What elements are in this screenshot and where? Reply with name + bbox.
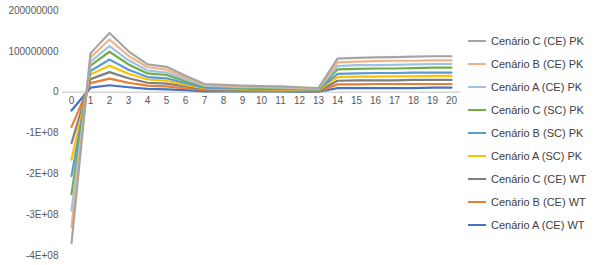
html-text:Cenário B (CE) PK: Cenário B (CE) PK: [491, 57, 584, 70]
svg-text:19: 19: [427, 95, 439, 106]
svg-text:5: 5: [164, 95, 170, 106]
svg-text:9: 9: [240, 95, 246, 106]
html-text:Cenário A (SC) PK: Cenário A (SC) PK: [491, 149, 583, 162]
svg-text:4: 4: [145, 95, 151, 106]
html-text:Cenário C (CE) PK: Cenário C (CE) PK: [491, 34, 584, 47]
svg-text:6: 6: [183, 95, 189, 106]
svg-text:1: 1: [88, 95, 94, 106]
svg-text:3: 3: [126, 95, 132, 106]
svg-text:11: 11: [275, 95, 286, 106]
svg-text:200000000: 200000000: [8, 5, 58, 16]
svg-text:16: 16: [370, 95, 382, 106]
svg-text:-3E+08: -3E+08: [26, 209, 59, 220]
html-text:Cenário A (CE) PK: Cenário A (CE) PK: [491, 80, 583, 93]
svg-text:12: 12: [294, 95, 306, 106]
svg-text:-1E+08: -1E+08: [26, 127, 59, 138]
svg-text:17: 17: [389, 95, 401, 106]
svg-text:14: 14: [332, 95, 344, 106]
svg-text:15: 15: [351, 95, 363, 106]
svg-text:13: 13: [313, 95, 325, 106]
svg-text:0: 0: [53, 86, 59, 97]
svg-text:8: 8: [221, 95, 227, 106]
svg-text:-4E+08: -4E+08: [26, 250, 59, 261]
html-text:Cenário B (CE) WT: Cenário B (CE) WT: [491, 195, 586, 208]
svg-text:100000000: 100000000: [8, 46, 58, 57]
svg-text:-2E+08: -2E+08: [26, 168, 59, 179]
html-text:Cenário C (SC) PK: Cenário C (SC) PK: [491, 103, 584, 116]
svg-text:2: 2: [107, 95, 113, 106]
html-text:Cenário B (SC) PK: Cenário B (SC) PK: [491, 126, 584, 139]
html-text:Cenário A (CE) WT: Cenário A (CE) WT: [491, 218, 585, 231]
html-text:Cenário C (CE) WT: Cenário C (CE) WT: [491, 172, 587, 185]
svg-text:18: 18: [408, 95, 420, 106]
svg-text:7: 7: [202, 95, 208, 106]
svg-text:0: 0: [69, 95, 75, 106]
svg-text:20: 20: [446, 95, 458, 106]
svg-text:10: 10: [256, 95, 268, 106]
